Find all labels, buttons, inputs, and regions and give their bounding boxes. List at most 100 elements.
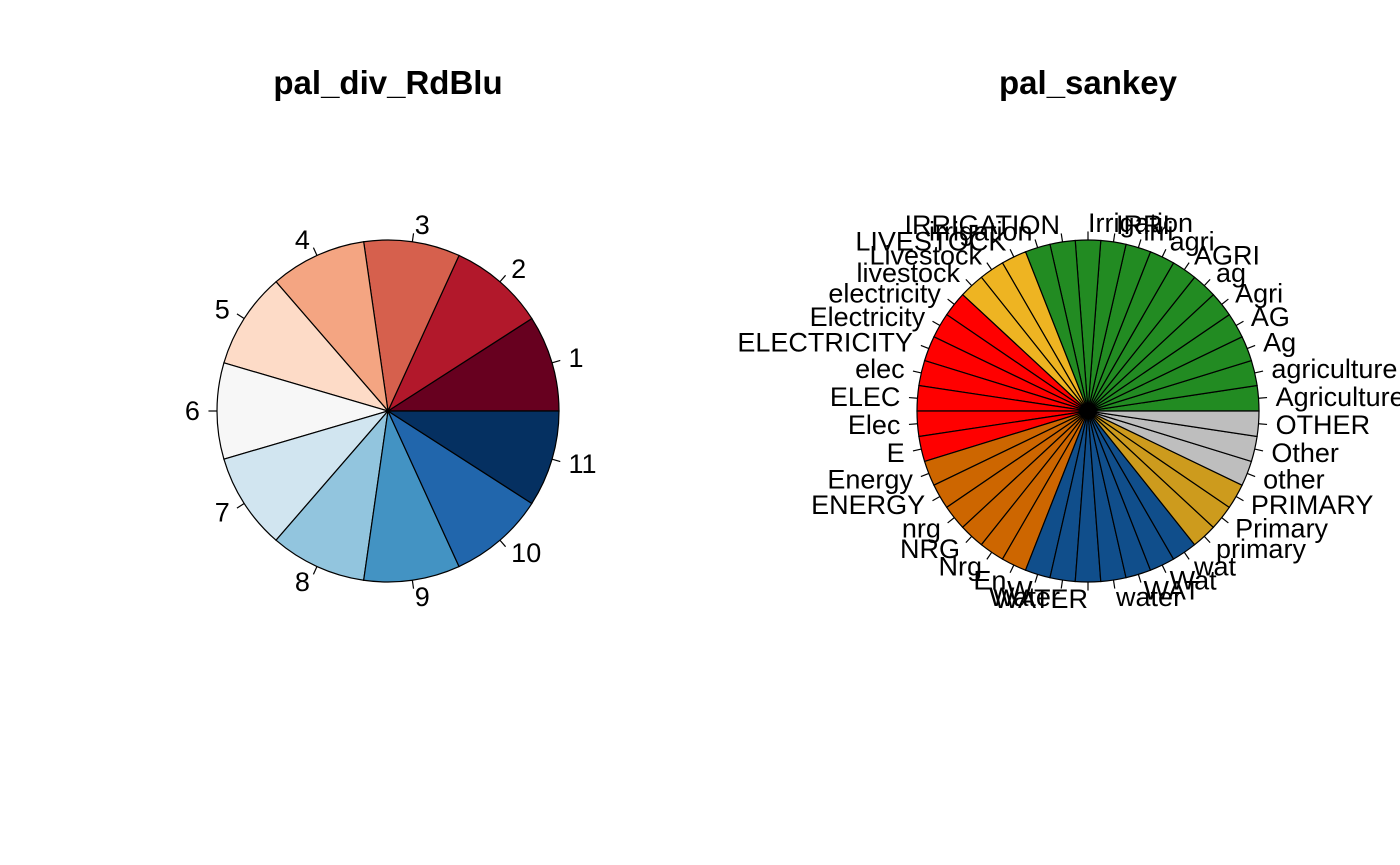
slice-label: elec xyxy=(855,354,905,384)
label-tick xyxy=(411,580,415,589)
label-tick xyxy=(932,320,941,327)
label-tick xyxy=(908,423,918,426)
label-tick xyxy=(1161,564,1167,574)
slice-label: PRIMARY xyxy=(1251,490,1374,520)
label-tick xyxy=(499,274,507,283)
slice-label: 1 xyxy=(568,343,583,373)
slice-label: Wat xyxy=(1170,565,1217,595)
slice-label: Elec xyxy=(848,410,901,440)
slice-label: 7 xyxy=(215,498,230,528)
label-tick xyxy=(1009,248,1015,258)
slice-label: irrigation xyxy=(929,216,1033,246)
slice-label: AGRI xyxy=(1194,241,1260,271)
chart-title: pal_sankey xyxy=(999,64,1178,101)
slice-label: Livestock xyxy=(869,241,982,271)
slice-label: irri xyxy=(1143,216,1173,246)
slice-label: 3 xyxy=(415,210,430,240)
label-tick xyxy=(965,278,973,287)
slice-label: E xyxy=(887,438,905,468)
label-tick xyxy=(947,517,955,524)
slice-label: AG xyxy=(1251,302,1290,332)
label-tick xyxy=(1254,370,1264,374)
pie-slice xyxy=(362,239,460,414)
slice-label: 8 xyxy=(295,567,310,597)
label-tick xyxy=(986,551,993,560)
slice-label: Other xyxy=(1271,438,1339,468)
label-tick xyxy=(1183,262,1190,271)
label-tick xyxy=(236,313,245,320)
label-tick xyxy=(312,247,318,256)
label-tick xyxy=(1060,580,1064,589)
slice-label: electricity xyxy=(828,279,941,309)
pie-slice xyxy=(275,241,389,413)
label-tick xyxy=(947,298,955,305)
label-tick xyxy=(1137,574,1142,583)
label-tick xyxy=(1221,517,1229,524)
slice-label: agriculture xyxy=(1271,354,1397,384)
label-tick xyxy=(551,458,561,463)
label-tick xyxy=(1235,320,1244,327)
label-tick xyxy=(1034,574,1039,583)
pie-labels: 1 2 3 4 5 6 7 8 9 10 11 xyxy=(185,210,597,612)
slice-label: nrg xyxy=(902,513,941,543)
label-tick xyxy=(411,233,415,242)
label-tick xyxy=(1203,535,1211,544)
slice-label: Primary xyxy=(1235,513,1328,543)
label-tick xyxy=(1060,233,1064,242)
label-tick xyxy=(1258,396,1268,399)
label-tick xyxy=(1203,278,1211,287)
slice-label: IRRIGATION xyxy=(904,210,1060,240)
slice-label: 5 xyxy=(215,294,230,324)
label-tick xyxy=(912,370,922,374)
slice-label: Irrigation xyxy=(1088,208,1193,238)
slice-label: Nrg xyxy=(939,551,983,581)
slice-label: 4 xyxy=(295,225,310,255)
slice-label: W xyxy=(1007,576,1033,606)
slice-label: agri xyxy=(1170,227,1215,257)
pie-slice xyxy=(386,409,533,568)
label-tick xyxy=(1112,233,1116,242)
slice-label: 9 xyxy=(415,582,430,612)
slice-label: Water xyxy=(989,582,1060,612)
slice-label: ELECTRICITY xyxy=(737,327,913,357)
label-tick xyxy=(1235,495,1244,502)
label-tick xyxy=(1221,298,1229,305)
slice-label: LIVESTOCK xyxy=(855,227,1006,257)
slice-label: 2 xyxy=(511,254,526,284)
pie-slices xyxy=(216,239,560,583)
label-tick xyxy=(965,535,973,544)
label-tick xyxy=(1254,448,1264,452)
pie-slices xyxy=(916,239,1260,583)
label-tick xyxy=(1009,564,1015,574)
slice-label: OTHER xyxy=(1276,410,1371,440)
slice-label: water xyxy=(1115,582,1182,612)
pie-slice xyxy=(223,409,390,542)
slice-label: ENERGY xyxy=(811,490,925,520)
label-tick xyxy=(920,344,930,350)
slice-label: 10 xyxy=(511,538,541,568)
slice-label: WAT xyxy=(1143,576,1200,606)
slice-label: primary xyxy=(1216,534,1307,564)
label-tick xyxy=(312,566,318,575)
label-tick xyxy=(1246,472,1256,478)
label-tick xyxy=(1137,239,1142,248)
label-tick xyxy=(912,448,922,452)
slice-label: wat xyxy=(1193,551,1237,581)
slice-label: En xyxy=(973,565,1006,595)
pie-labels: AgricultureagricultureAgAGAgriagAGRIagri… xyxy=(737,208,1400,614)
slice-label: Agri xyxy=(1235,279,1283,309)
slice-label: livestock xyxy=(857,258,961,288)
pie-chart-pal-sankey: pal_sankey AgricultureagricultureAgAGAgr… xyxy=(737,64,1400,614)
pie-slice xyxy=(362,408,460,583)
slice-label: Electricity xyxy=(810,302,926,332)
pie-slice xyxy=(385,410,560,505)
pie-slice xyxy=(385,317,560,412)
slice-label: ELEC xyxy=(830,382,901,412)
pie-slice xyxy=(275,409,389,581)
slice-label: Energy xyxy=(827,465,913,495)
slice-label: Agriculture xyxy=(1276,382,1400,412)
slice-label: 6 xyxy=(185,396,200,426)
label-tick xyxy=(236,502,245,509)
label-tick xyxy=(932,495,941,502)
